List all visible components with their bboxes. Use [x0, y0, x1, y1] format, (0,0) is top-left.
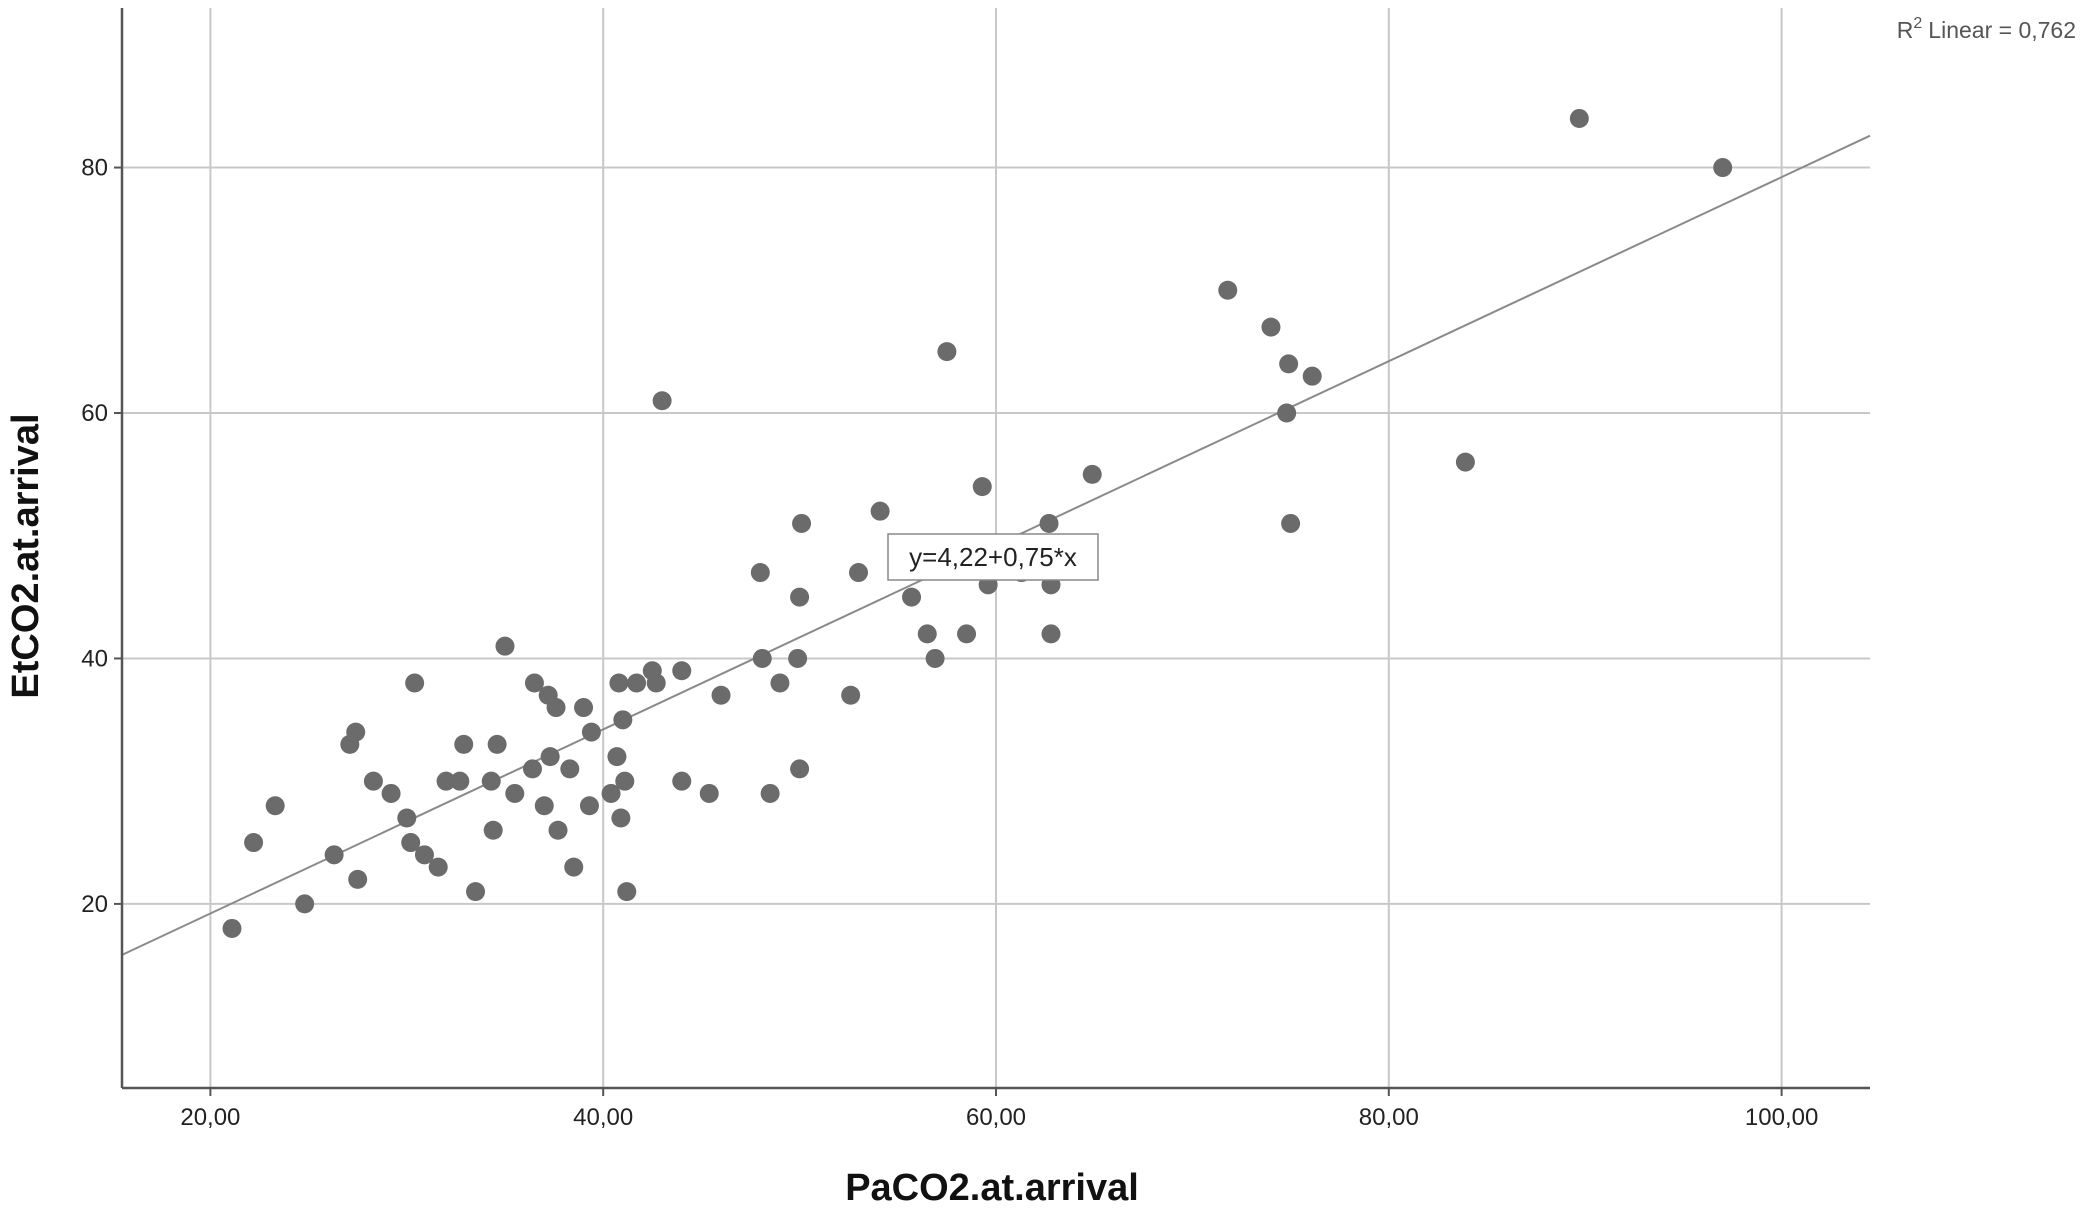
data-point	[870, 501, 890, 521]
data-point	[957, 624, 977, 644]
data-point	[1455, 452, 1475, 472]
data-point	[917, 624, 937, 644]
data-point	[699, 783, 719, 803]
fit-equation-label: y=4,22+0,75*x	[909, 542, 1077, 572]
data-point	[841, 685, 861, 705]
r2-prefix: R	[1897, 17, 1914, 43]
data-point	[564, 857, 584, 877]
data-point	[1218, 280, 1238, 300]
data-point	[711, 685, 731, 705]
data-point	[1302, 366, 1322, 386]
x-tick-label: 60,00	[966, 1104, 1026, 1131]
data-point	[1279, 354, 1299, 374]
data-point	[436, 771, 456, 791]
y-tick-label: 40	[81, 645, 108, 672]
data-point	[397, 808, 417, 828]
data-point	[1041, 624, 1061, 644]
data-point	[244, 833, 264, 853]
data-point	[672, 661, 692, 681]
data-point	[937, 342, 957, 362]
fit-equation-box: y=4,22+0,75*x	[887, 533, 1099, 581]
data-point	[1281, 513, 1301, 533]
data-point	[615, 771, 635, 791]
x-tick-label: 40,00	[573, 1104, 633, 1131]
data-point	[548, 820, 568, 840]
data-point	[790, 759, 810, 779]
data-point	[1713, 158, 1733, 178]
data-point	[483, 820, 503, 840]
data-point	[752, 648, 772, 668]
x-tick-label: 100,00	[1745, 1104, 1818, 1131]
data-point	[348, 869, 368, 889]
data-points	[222, 108, 1733, 938]
x-tick-label: 80,00	[1359, 1104, 1419, 1131]
data-point	[265, 796, 285, 816]
data-point	[792, 513, 812, 533]
data-point	[788, 648, 808, 668]
y-tick-label: 80	[81, 155, 108, 182]
data-point	[346, 722, 366, 742]
data-point	[849, 563, 869, 583]
data-point	[540, 747, 560, 767]
data-point	[972, 477, 992, 497]
r2-superscript: 2	[1913, 15, 1922, 32]
r2-value: Linear = 0,762	[1928, 17, 2076, 43]
r2-annotation: R2 Linear = 0,762	[1897, 15, 2076, 43]
grid-lines	[122, 8, 1870, 1088]
data-point	[611, 808, 631, 828]
data-point	[672, 771, 692, 791]
y-tick-label: 60	[81, 400, 108, 427]
data-point	[522, 759, 542, 779]
data-point	[770, 673, 790, 693]
data-point	[560, 759, 580, 779]
data-point	[546, 698, 566, 718]
data-point	[627, 673, 647, 693]
data-point	[617, 882, 637, 902]
data-point	[401, 833, 421, 853]
data-point	[925, 648, 945, 668]
data-point	[414, 845, 434, 865]
data-point	[450, 771, 470, 791]
data-point	[1261, 317, 1281, 337]
data-point	[574, 698, 594, 718]
data-point	[1569, 108, 1589, 128]
data-point	[646, 673, 666, 693]
data-point	[601, 783, 621, 803]
data-point	[760, 783, 780, 803]
data-point	[295, 894, 315, 914]
y-tick-label: 20	[81, 891, 108, 918]
x-axis-title: PaCO2.at.arrival	[845, 1167, 1139, 1209]
data-point	[405, 673, 425, 693]
y-axis-title: EtCO2.at.arrival	[5, 413, 47, 698]
data-point	[454, 734, 474, 754]
data-point	[750, 563, 770, 583]
data-point	[487, 734, 507, 754]
data-point	[613, 710, 633, 730]
data-point	[1277, 403, 1297, 423]
tick-labels: 20,00 40,00 60,00 80,00 100,00 20 40 60 80	[81, 155, 1818, 1131]
data-point	[579, 796, 599, 816]
data-point	[534, 796, 554, 816]
data-point	[790, 587, 810, 607]
data-point	[428, 857, 448, 877]
data-point	[381, 783, 401, 803]
data-point	[652, 391, 672, 411]
data-point	[902, 587, 922, 607]
data-point	[1039, 513, 1059, 533]
data-point	[481, 771, 501, 791]
data-point	[1082, 464, 1102, 484]
data-point	[466, 882, 486, 902]
data-point	[495, 636, 515, 656]
data-point	[505, 783, 525, 803]
data-point	[363, 771, 383, 791]
data-point	[581, 722, 601, 742]
data-point	[609, 673, 629, 693]
data-point	[324, 845, 344, 865]
data-point	[607, 747, 627, 767]
data-point	[524, 673, 544, 693]
data-point	[222, 918, 242, 938]
x-tick-label: 20,00	[180, 1104, 240, 1131]
